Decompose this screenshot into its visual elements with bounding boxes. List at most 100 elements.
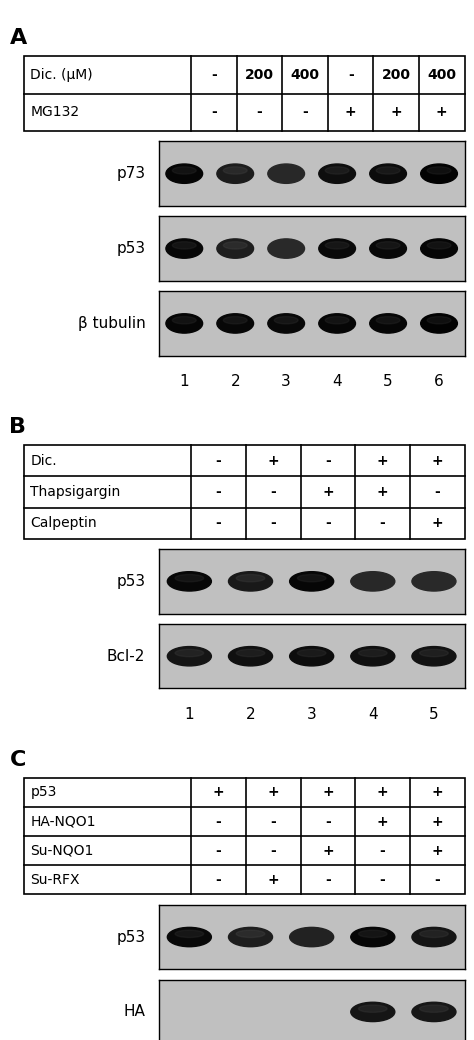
Text: -: - [216, 873, 221, 887]
Ellipse shape [223, 316, 247, 323]
Ellipse shape [290, 928, 334, 946]
Ellipse shape [319, 164, 356, 183]
Text: -: - [216, 843, 221, 858]
Ellipse shape [325, 316, 349, 323]
Text: +: + [431, 814, 443, 829]
Text: +: + [322, 785, 334, 800]
Text: 5: 5 [429, 707, 439, 722]
Ellipse shape [325, 241, 349, 249]
Text: +: + [377, 453, 388, 468]
Text: +: + [377, 814, 388, 829]
Text: Bcl-2: Bcl-2 [107, 649, 145, 664]
Text: +: + [377, 785, 388, 800]
Text: HA: HA [123, 1005, 145, 1019]
Text: -: - [211, 105, 217, 120]
Text: 4: 4 [368, 707, 378, 722]
Text: p53: p53 [30, 785, 57, 800]
Text: 1: 1 [180, 374, 189, 389]
Text: -: - [270, 843, 276, 858]
Ellipse shape [297, 574, 326, 581]
Text: Dic.: Dic. [30, 453, 57, 468]
Text: -: - [302, 105, 308, 120]
Ellipse shape [228, 928, 273, 946]
Ellipse shape [236, 574, 265, 581]
Ellipse shape [351, 928, 395, 946]
Text: -: - [325, 516, 331, 530]
Ellipse shape [223, 241, 247, 249]
Ellipse shape [419, 1005, 448, 1012]
Ellipse shape [358, 1005, 387, 1012]
Ellipse shape [370, 314, 406, 333]
Text: +: + [267, 873, 279, 887]
Ellipse shape [412, 647, 456, 666]
Text: +: + [391, 105, 402, 120]
Ellipse shape [358, 649, 387, 656]
Text: A: A [9, 28, 27, 49]
Ellipse shape [228, 647, 273, 666]
Ellipse shape [351, 647, 395, 666]
Ellipse shape [166, 314, 202, 333]
Text: B: B [9, 417, 27, 438]
Text: +: + [436, 105, 447, 120]
Ellipse shape [167, 928, 211, 946]
Text: -: - [216, 453, 221, 468]
Ellipse shape [421, 314, 457, 333]
Text: 200: 200 [382, 68, 410, 82]
Text: -: - [380, 516, 385, 530]
Ellipse shape [421, 164, 457, 183]
Text: C: C [9, 750, 26, 771]
Ellipse shape [351, 1003, 395, 1021]
Ellipse shape [274, 316, 298, 323]
Text: +: + [377, 485, 388, 499]
Ellipse shape [319, 314, 356, 333]
Ellipse shape [297, 649, 326, 656]
Ellipse shape [376, 241, 400, 249]
Text: p73: p73 [116, 166, 145, 181]
Ellipse shape [175, 574, 204, 581]
Ellipse shape [319, 239, 356, 258]
Ellipse shape [228, 572, 273, 591]
Ellipse shape [376, 166, 400, 174]
Text: Dic. (μM): Dic. (μM) [30, 68, 93, 82]
Text: +: + [431, 785, 443, 800]
Ellipse shape [427, 241, 451, 249]
Ellipse shape [268, 314, 304, 333]
Ellipse shape [290, 647, 334, 666]
Ellipse shape [217, 239, 254, 258]
Ellipse shape [166, 239, 202, 258]
Ellipse shape [175, 649, 204, 656]
Text: p53: p53 [116, 930, 145, 944]
Text: 5: 5 [383, 374, 393, 389]
Text: -: - [216, 814, 221, 829]
Text: -: - [325, 814, 331, 829]
Ellipse shape [236, 930, 265, 937]
Ellipse shape [173, 166, 196, 174]
Ellipse shape [376, 316, 400, 323]
Ellipse shape [223, 166, 247, 174]
Text: 1: 1 [184, 707, 194, 722]
Ellipse shape [351, 572, 395, 591]
Ellipse shape [173, 241, 196, 249]
Ellipse shape [370, 164, 406, 183]
Text: 400: 400 [427, 68, 456, 82]
Ellipse shape [358, 930, 387, 937]
Ellipse shape [421, 239, 457, 258]
Text: -: - [434, 873, 440, 887]
Text: +: + [431, 516, 443, 530]
Text: 3: 3 [307, 707, 317, 722]
Ellipse shape [268, 164, 304, 183]
Text: +: + [267, 785, 279, 800]
Text: Calpeptin: Calpeptin [30, 516, 97, 530]
Text: 6: 6 [434, 374, 444, 389]
Text: +: + [322, 485, 334, 499]
Ellipse shape [412, 1003, 456, 1021]
Text: +: + [431, 843, 443, 858]
Text: -: - [256, 105, 263, 120]
Text: -: - [325, 453, 331, 468]
Text: -: - [270, 516, 276, 530]
Ellipse shape [412, 928, 456, 946]
Text: -: - [211, 68, 217, 82]
Text: Su-NQO1: Su-NQO1 [30, 843, 94, 858]
Text: +: + [322, 843, 334, 858]
Ellipse shape [268, 239, 304, 258]
